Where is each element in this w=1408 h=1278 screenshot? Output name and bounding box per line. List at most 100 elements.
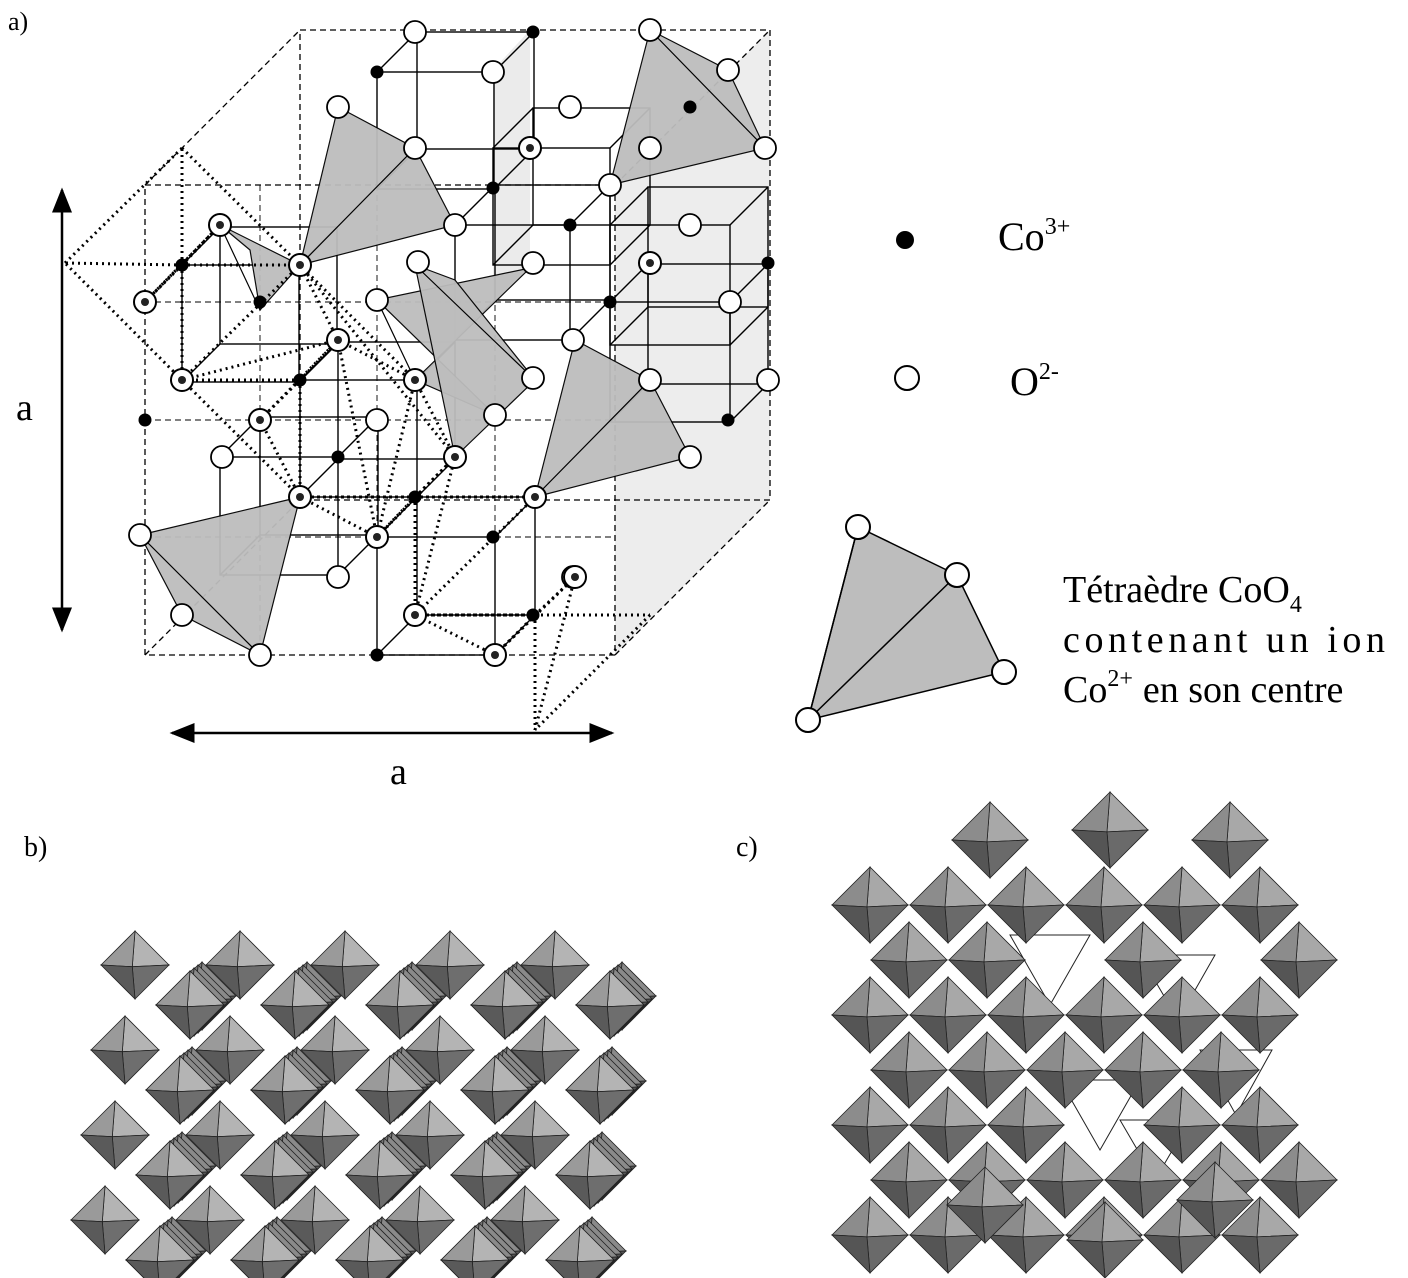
o2-atom [403,136,427,160]
o2-atom [795,707,821,733]
octahedron-face [321,1100,360,1138]
octahedron-face [426,1134,466,1170]
dimension-label: a [390,751,407,793]
octahedron-face [230,1224,266,1263]
octahedron-face [229,1259,265,1278]
legend-label: O2- [1010,359,1059,404]
octahedron-face [830,1124,871,1165]
octahedron-face [341,964,381,1000]
co3-atom [526,25,540,39]
octahedron-face [450,1139,486,1178]
cube-edge [219,226,338,345]
octahedron-face [416,1185,455,1223]
octahedron-face [440,1224,476,1263]
octahedron-face [111,1100,150,1138]
octahedron-edge [258,419,302,498]
octahedron-face [204,964,241,1001]
octahedron-face [354,1089,391,1126]
cube-edge [492,107,534,149]
co2-atom [531,493,539,501]
cube-edge [729,306,769,346]
octahedron-face [1103,1179,1144,1220]
octahedron-face [216,1100,255,1138]
octahedron-face [541,1015,580,1053]
octahedron-face [531,1100,570,1138]
octahedron-face [1065,865,1105,908]
cube-edge [609,224,651,266]
octahedron-face [521,1219,561,1255]
octahedron-face [499,1134,536,1171]
o2-atom [991,659,1017,685]
octahedron-edge [413,495,537,617]
octahedron-face [226,1049,266,1085]
octahedron-face [1025,1069,1066,1110]
cube-edge [299,379,418,498]
octahedron-face [99,964,136,1001]
octahedron-edge [180,378,302,499]
octahedron-face [365,969,401,1008]
octahedron-face [121,1049,161,1085]
octahedron-face [831,1085,871,1128]
shaded-face [493,30,530,300]
octahedron-edge [336,339,379,538]
octahedron-face [310,929,346,968]
octahedron-face [1022,1234,1066,1274]
octahedron-face [555,1139,591,1178]
octahedron-face [947,1069,988,1110]
octahedron-face [236,964,276,1000]
octahedron-face [101,1219,141,1255]
octahedron-face [1071,790,1111,833]
o2-atom [483,403,507,427]
octahedron-face [1143,865,1183,908]
octahedron-edge [298,264,340,341]
cell-edge [614,499,771,656]
octahedron-face [226,1015,265,1053]
octahedron-face [1220,1124,1261,1165]
co3-atom [293,373,307,387]
o2-atom [248,643,272,667]
o2-symbol [894,365,920,391]
octahedron-face [206,1219,246,1255]
octahedron-face [509,1049,546,1086]
octahedron-face [101,1185,140,1223]
octahedron-face [1106,829,1150,869]
o2-atom [678,213,702,237]
octahedron-face [184,1134,221,1171]
octahedron-face [869,1179,910,1220]
octahedron-face [446,930,485,968]
octahedron-face [1226,801,1269,843]
octahedron-face [331,1015,370,1053]
octahedron-face [311,1185,350,1223]
panel-a [63,18,780,732]
octahedron-face [125,1224,161,1263]
octahedron-face [1101,1239,1145,1278]
octahedron-face [79,1134,116,1171]
octahedron-face [541,1049,581,1085]
o2-atom [845,514,871,540]
cube-edge [647,186,769,308]
cell-edge [144,29,301,186]
octahedron-face [1106,791,1149,833]
octahedron-face [1221,975,1261,1018]
octahedron-face [869,959,910,1000]
tetrahedron-edge [807,526,859,721]
octahedron-face [986,1234,1027,1275]
co2-atom [411,611,419,619]
co2-atom [178,376,186,384]
octahedron-face [416,1219,456,1255]
o2-atom [326,95,350,119]
o2-atom [326,565,350,589]
octahedron-face [951,800,991,843]
octahedron-face [111,1134,151,1170]
octahedron-face [240,1139,276,1178]
octahedron-face [950,839,991,880]
co3-atom [721,413,735,427]
octahedron-face [1256,866,1299,908]
octahedron-face [830,1014,871,1055]
octahedron-face [1256,1086,1299,1128]
o2-atom [638,136,662,160]
co3-atom [370,648,384,662]
o2-atom [718,290,742,314]
o2-atom [210,445,234,469]
